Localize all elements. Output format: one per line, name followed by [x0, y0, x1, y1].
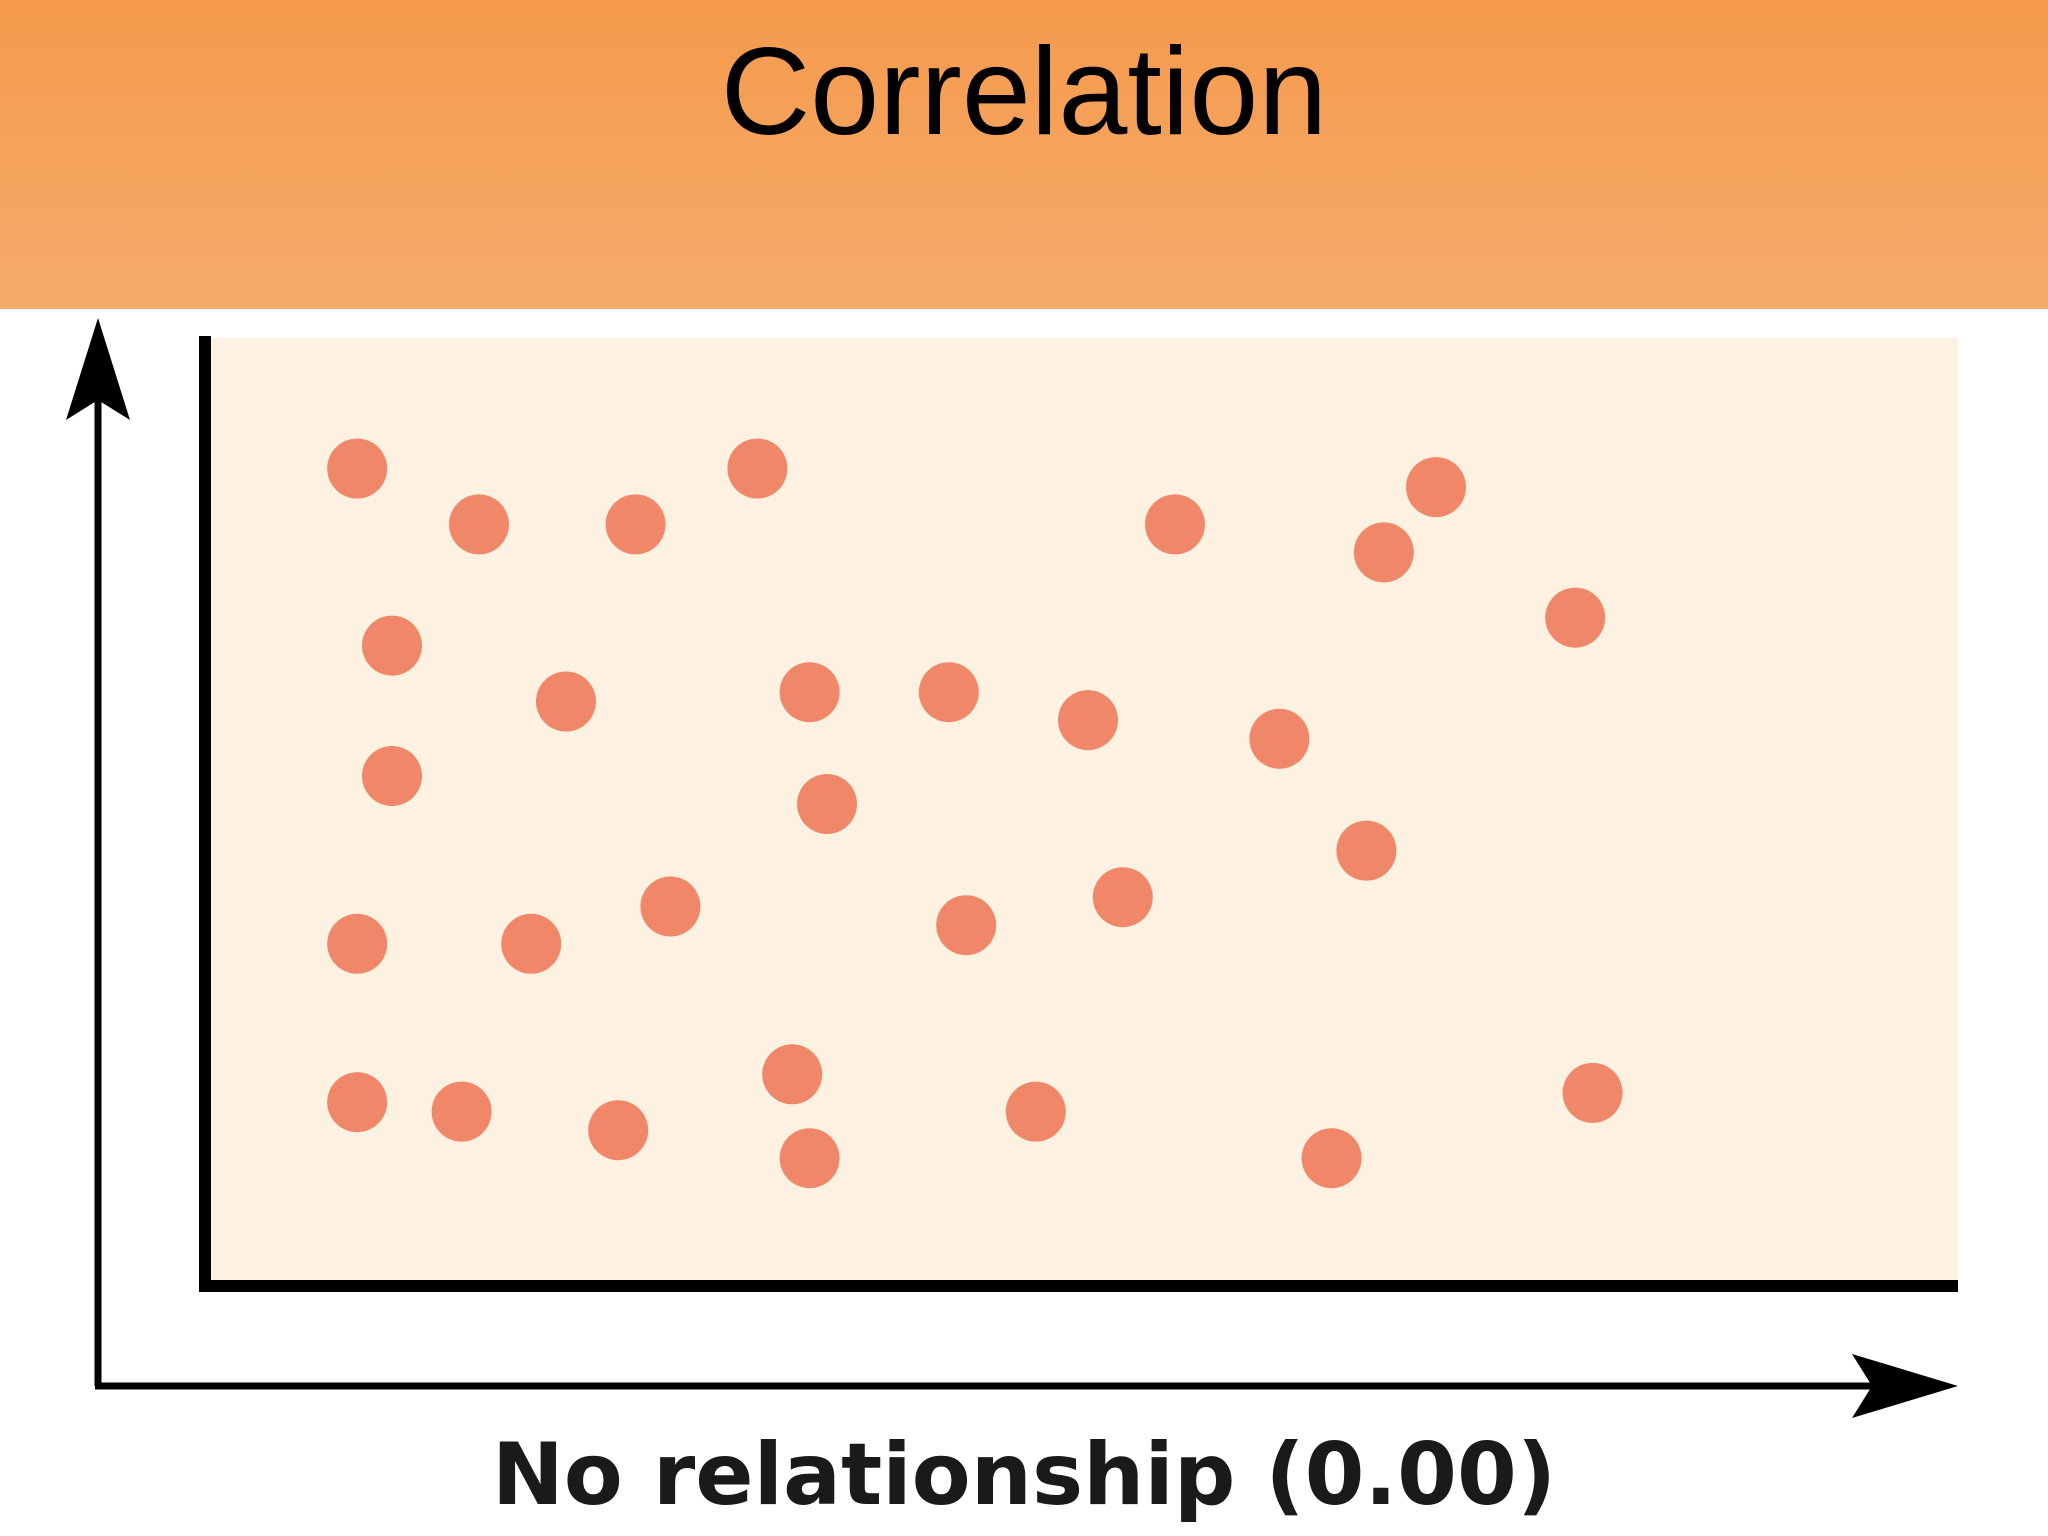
data-point-16: [797, 774, 857, 834]
data-point-1: [327, 438, 388, 499]
data-point-7: [1406, 457, 1466, 518]
data-point-4: [727, 438, 788, 499]
data-point-14: [1249, 708, 1310, 769]
data-point-26: [431, 1081, 492, 1142]
data-points: [327, 438, 1623, 1189]
data-point-13: [1058, 690, 1118, 751]
data-point-15: [362, 746, 422, 806]
data-point-20: [640, 876, 701, 937]
data-point-8: [1545, 587, 1606, 648]
data-point-5: [1145, 494, 1205, 555]
data-point-19: [501, 913, 562, 974]
data-point-11: [779, 662, 840, 723]
data-point-18: [327, 913, 388, 974]
data-point-6: [1353, 522, 1414, 583]
data-point-24: [1562, 1062, 1623, 1123]
data-point-9: [362, 615, 422, 676]
data-point-2: [449, 494, 509, 555]
data-point-17: [1336, 820, 1397, 881]
data-point-22: [1092, 867, 1153, 928]
data-point-25: [327, 1072, 388, 1133]
data-point-28: [1005, 1081, 1066, 1142]
page-title: Correlation: [720, 23, 1328, 161]
data-point-3: [605, 494, 666, 555]
data-point-23: [762, 1044, 823, 1105]
x-axis-label: No relationship (0.00): [491, 1425, 1557, 1525]
data-point-10: [536, 671, 596, 732]
x-axis-arrowhead: [1852, 1354, 1958, 1418]
data-point-12: [918, 662, 979, 723]
data-point-21: [936, 895, 997, 956]
plot-area: [202, 338, 1958, 1282]
title-banner: Correlation: [0, 0, 2048, 309]
data-point-29: [779, 1128, 840, 1189]
data-point-27: [588, 1100, 649, 1161]
data-point-30: [1301, 1128, 1362, 1189]
y-axis-arrowhead: [66, 318, 130, 420]
